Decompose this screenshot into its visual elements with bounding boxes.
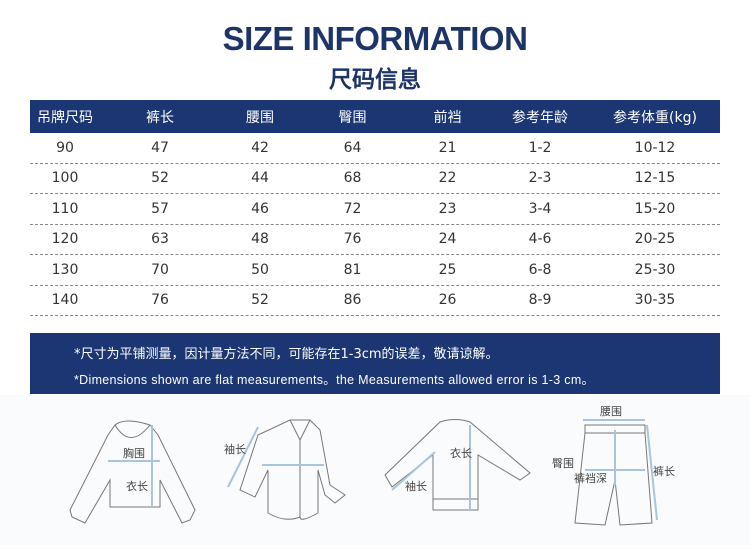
table-cell: 130 (51, 261, 79, 278)
measurement-diagrams: 胸围 衣长 袖长 衣长 袖长 腰围 臀围 裤裆深 裤长 (0, 395, 750, 545)
table-cell: 21 (438, 139, 457, 156)
header-cell: 参考体重(kg) (613, 109, 697, 126)
header-cell: 参考年龄 (512, 109, 568, 126)
table-row: 110 57 46 72 23 3-4 15-20 (30, 194, 720, 225)
header-cell: 吊牌尺码 (37, 109, 93, 126)
note-chinese: *尺寸为平铺测量，因计量方法不同，可能存在1-3cm的误差，敬请谅解。 (74, 347, 499, 362)
table-cell: 26 (438, 292, 457, 309)
header-cell: 臀围 (338, 109, 367, 126)
table-cell: 48 (251, 231, 269, 248)
label-length: 衣长 (450, 446, 472, 460)
sweater-diagram: 衣长 袖长 (384, 419, 531, 511)
table-cell: 15-20 (634, 200, 676, 217)
table-cell: 47 (151, 139, 169, 156)
table-cell: 72 (343, 200, 362, 217)
label-waist: 腰围 (600, 405, 622, 418)
table-cell: 64 (343, 139, 362, 156)
header-cell: 前裆 (433, 109, 462, 126)
table-cell: 24 (438, 231, 457, 248)
header-cell: 裤长 (146, 109, 174, 126)
table-cell: 4-6 (528, 231, 552, 248)
shirt-diagram: 袖长 (224, 419, 346, 520)
table-cell: 30-35 (634, 292, 676, 309)
label-length: 衣长 (126, 479, 148, 493)
table-cell: 20-25 (634, 231, 676, 248)
table-row: 120 63 48 76 24 4-6 20-25 (30, 225, 720, 255)
table-cell: 86 (343, 292, 362, 309)
table-cell: 63 (151, 231, 169, 248)
table-header: 吊牌尺码 裤长 腰围 臀围 前裆 参考年龄 参考体重(kg) (30, 100, 720, 133)
table-cell: 81 (343, 261, 362, 278)
label-sleeve: 袖长 (224, 442, 246, 456)
note-english: *Dimensions shown are flat measurements。… (74, 373, 595, 387)
tshirt-diagram: 胸围 衣长 (69, 420, 196, 524)
label-hip: 臀围 (552, 457, 574, 470)
table-cell: 57 (151, 200, 169, 217)
table-cell: 52 (151, 170, 169, 187)
table-row: 140 76 52 86 26 8-9 30-35 (30, 286, 720, 316)
table-cell: 70 (151, 261, 169, 278)
table-cell: 8-9 (528, 292, 552, 309)
page-subtitle: 尺码信息 (329, 67, 421, 93)
table-cell: 22 (438, 170, 457, 187)
table-cell: 25 (438, 261, 457, 278)
header-cell: 腰围 (246, 109, 274, 126)
table-cell: 44 (251, 170, 269, 187)
size-table: 吊牌尺码 裤长 腰围 臀围 前裆 参考年龄 参考体重(kg) 90 47 42 64 2… (30, 100, 720, 316)
table-cell: 76 (151, 292, 169, 309)
table-cell: 110 (51, 200, 79, 217)
table-cell: 68 (343, 170, 362, 187)
label-chest: 胸围 (123, 446, 145, 460)
table-cell: 2-3 (528, 170, 552, 187)
label-length: 裤长 (653, 464, 675, 478)
table-cell: 23 (438, 200, 457, 217)
table-cell: 42 (251, 139, 269, 156)
table-cell: 50 (251, 261, 269, 278)
table-cell: 52 (251, 292, 269, 309)
table-cell: 140 (51, 292, 79, 309)
label-sleeve: 袖长 (405, 479, 427, 493)
table-cell: 25-30 (634, 261, 676, 278)
pants-diagram: 腰围 臀围 裤裆深 裤长 (552, 405, 675, 526)
table-cell: 120 (51, 231, 79, 248)
table-cell: 12-15 (634, 170, 676, 187)
table-row: 100 52 44 68 22 2-3 12-15 (30, 164, 720, 194)
table-cell: 6-8 (528, 261, 552, 278)
table-cell: 90 (56, 139, 74, 156)
table-cell: 46 (251, 200, 269, 217)
table-cell: 3-4 (528, 200, 552, 217)
table-row: 90 47 42 64 21 1-2 10-12 (30, 133, 720, 164)
table-row: 130 70 50 81 25 6-8 25-30 (30, 255, 720, 286)
table-cell: 1-2 (528, 139, 552, 156)
label-rise: 裤裆深 (574, 471, 607, 485)
table-cell: 10-12 (634, 139, 676, 156)
page-title: SIZE INFORMATION (222, 20, 528, 57)
table-cell: 100 (51, 170, 79, 187)
measurement-note: *尺寸为平铺测量，因计量方法不同，可能存在1-3cm的误差，敬请谅解。 *Dim… (30, 333, 720, 394)
table-cell: 76 (343, 231, 362, 248)
